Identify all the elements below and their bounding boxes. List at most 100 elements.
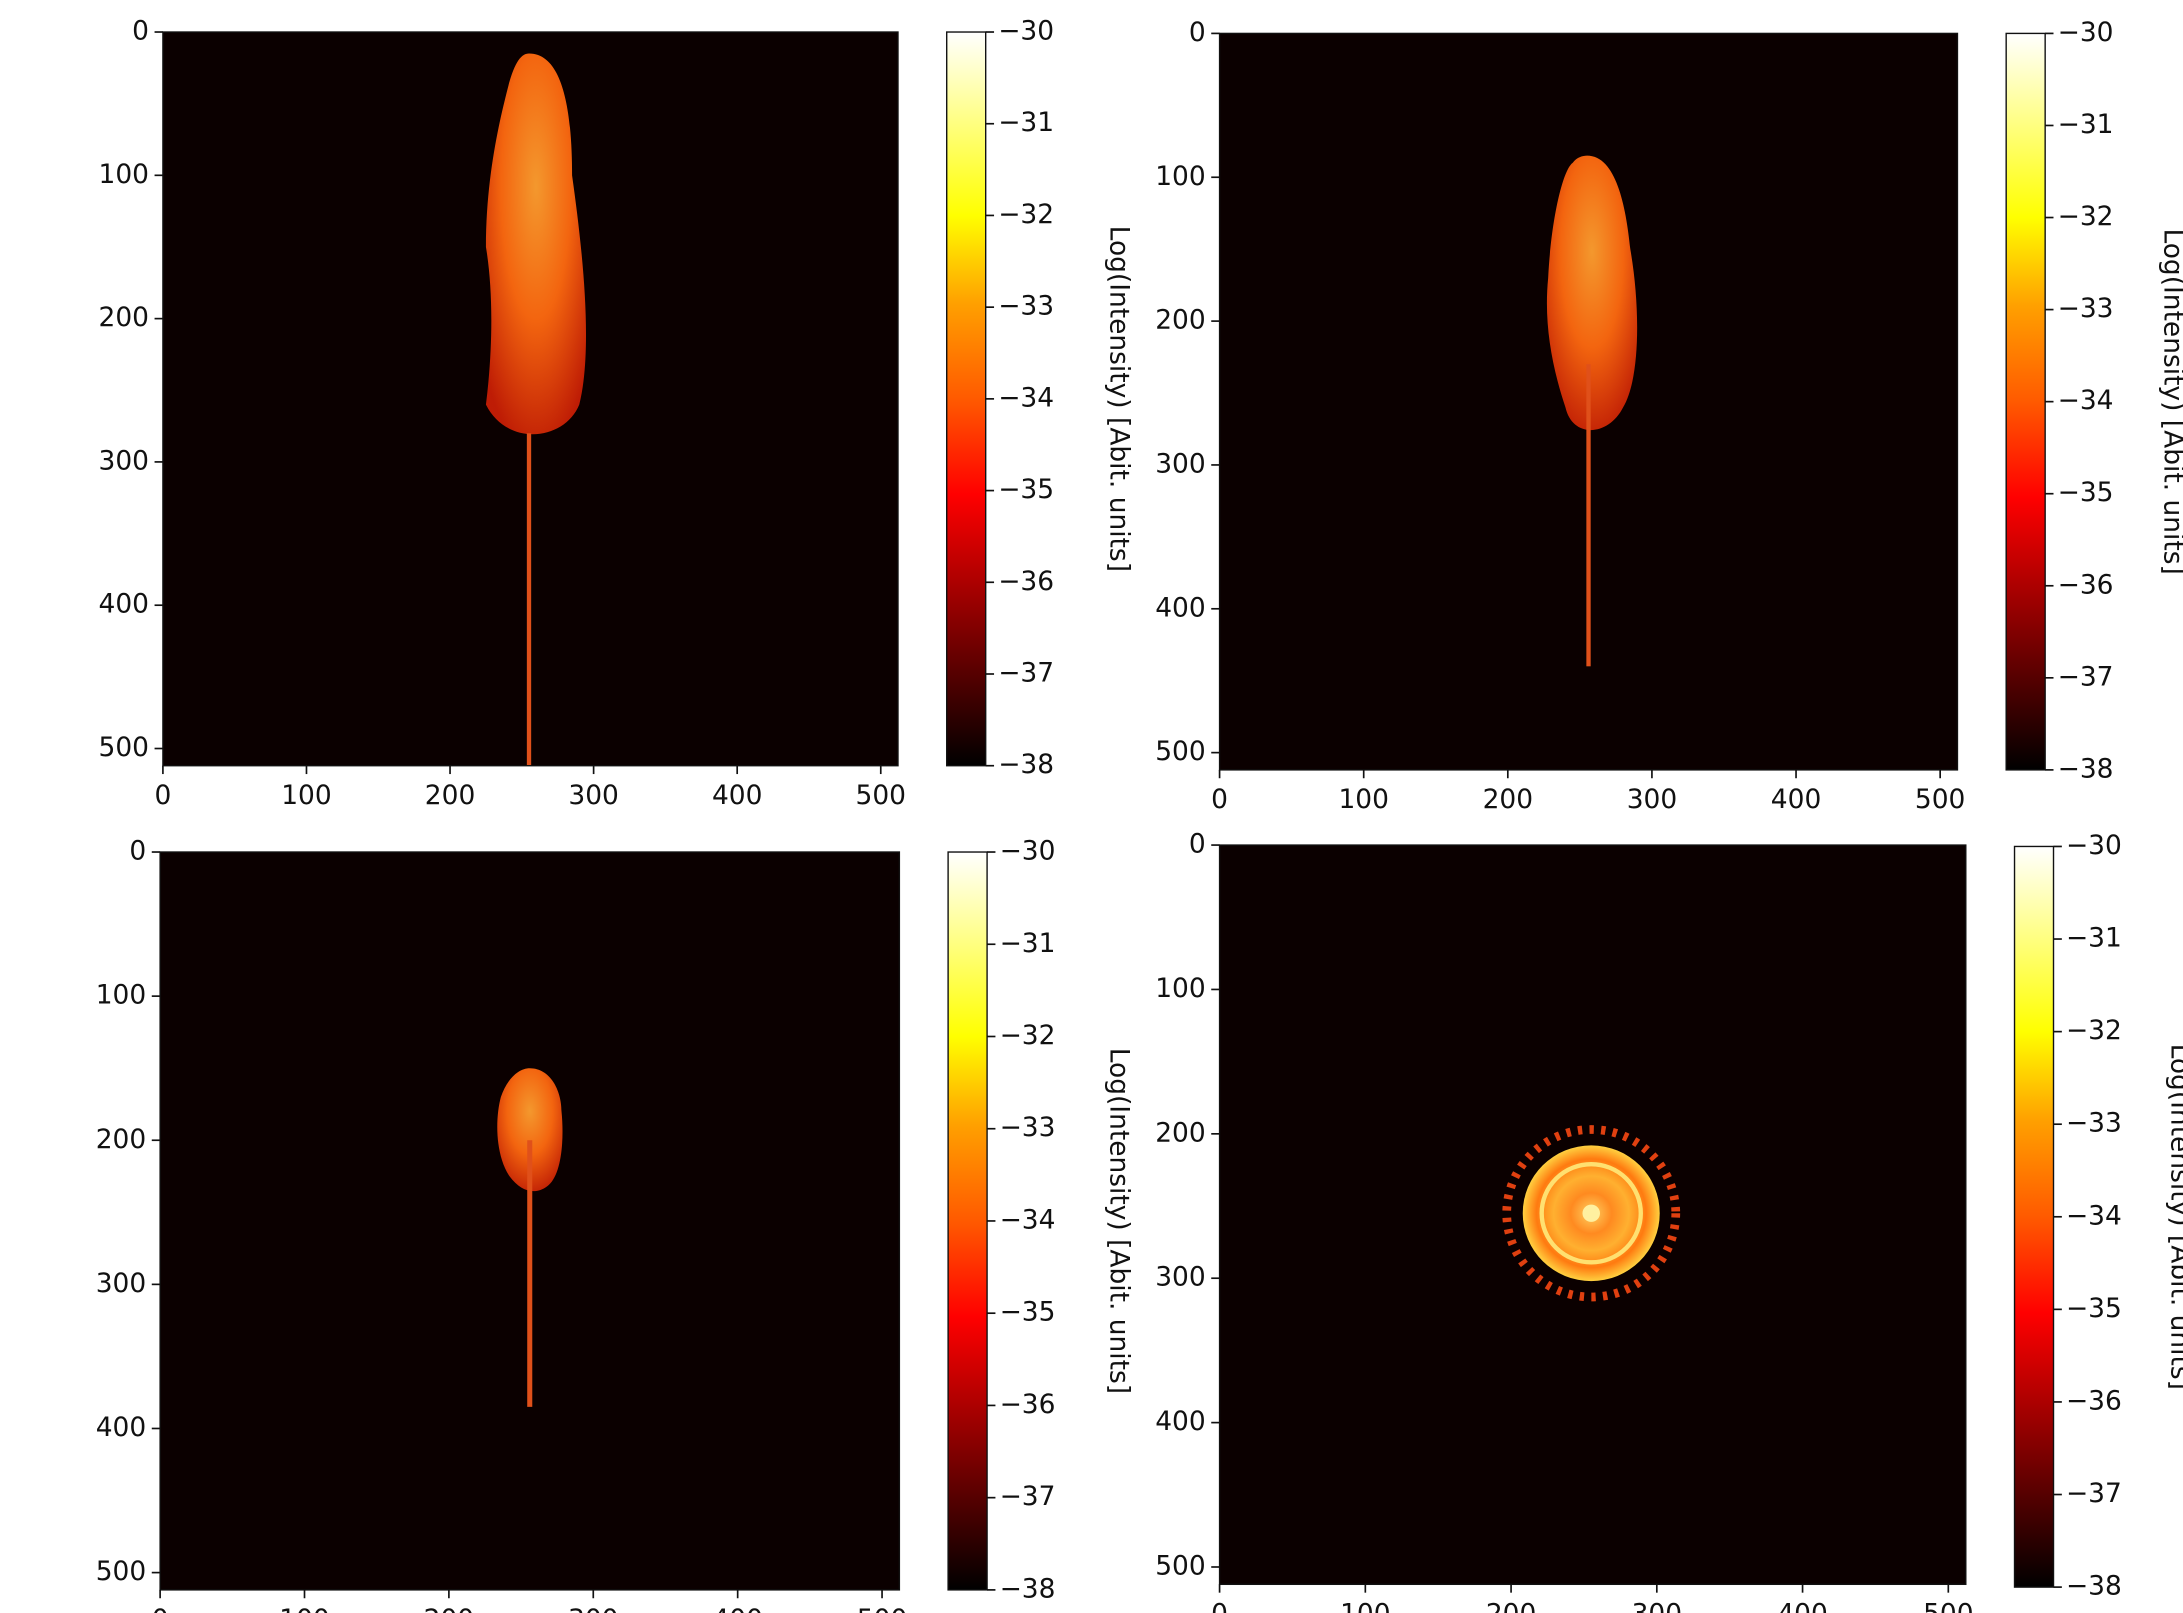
- colorbar-tick-label: −38: [998, 749, 1054, 780]
- image-content: [497, 1068, 563, 1407]
- colorbar-tick-label: −37: [2066, 1478, 2122, 1509]
- y-tick-label: 500: [99, 732, 149, 763]
- x-tick-label: 200: [424, 1604, 474, 1613]
- y-tick-label: 100: [1155, 973, 1205, 1004]
- x-tick-label: 500: [1923, 1598, 1973, 1613]
- colorbar-tick-label: −30: [2066, 830, 2122, 861]
- colorbar-tick-label: −32: [2058, 201, 2114, 232]
- x-tick-label: 100: [1338, 784, 1388, 815]
- y-tick-label: 200: [99, 302, 149, 333]
- colorbar-tick-label: −33: [1000, 1112, 1056, 1143]
- colorbar-tick-label: −34: [998, 382, 1054, 413]
- x-tick-label: 0: [1211, 1598, 1228, 1613]
- y-tick-label: 300: [99, 445, 149, 476]
- x-tick-label: 400: [712, 1604, 762, 1613]
- colorbar-tick-label: −31: [1000, 928, 1056, 959]
- x-tick-label: 200: [1483, 784, 1533, 815]
- x-tick-label: 200: [425, 780, 475, 811]
- core: [1582, 1204, 1600, 1222]
- y-tick-label: 0: [129, 836, 146, 867]
- y-tick-label: 0: [1189, 17, 1206, 48]
- y-tick-label: 200: [96, 1124, 146, 1155]
- colorbar-tick-label: −37: [998, 657, 1054, 688]
- colorbar-tick-label: −31: [2058, 109, 2114, 140]
- y-tick-label: 300: [1155, 448, 1205, 479]
- plume: [497, 1068, 563, 1192]
- x-tick-label: 400: [712, 780, 762, 811]
- colorbar-tick-label: −32: [1000, 1020, 1056, 1051]
- colorbar: [2013, 845, 2055, 1588]
- x-tick-label: 300: [1632, 1598, 1682, 1613]
- colorbar-tick-label: −36: [2058, 569, 2114, 600]
- x-tick-label: 300: [568, 1604, 618, 1613]
- y-tick-label: 100: [96, 980, 146, 1011]
- x-tick-label: 100: [1340, 1598, 1390, 1613]
- colorbar-label: Log(Intensity) [Abit. units]: [1103, 226, 1134, 572]
- colorbar-tick-label: −38: [2058, 753, 2114, 784]
- y-tick-label: 400: [96, 1412, 146, 1443]
- colorbar-label: Log(Intensity) [Abit. units]: [2164, 1044, 2183, 1390]
- y-tick-label: 0: [132, 16, 149, 47]
- colorbar-tick-label: −33: [2066, 1108, 2122, 1139]
- frame: [1218, 32, 1959, 771]
- image-content: [485, 53, 587, 766]
- image-content: [1546, 155, 1638, 667]
- colorbar-tick-label: −35: [998, 474, 1054, 505]
- y-tick-label: 400: [1155, 592, 1205, 623]
- colorbar-tick-label: −36: [1000, 1389, 1056, 1420]
- colorbar-tick-label: −34: [1000, 1204, 1056, 1235]
- x-tick-label: 200: [1486, 1598, 1536, 1613]
- colorbar: [947, 851, 988, 1591]
- x-tick-label: 0: [154, 780, 171, 811]
- y-tick-label: 300: [1155, 1262, 1205, 1293]
- x-tick-label: 300: [1627, 784, 1677, 815]
- colorbar-tick-label: −37: [1000, 1481, 1056, 1512]
- y-tick-label: 0: [1189, 829, 1206, 860]
- y-tick-label: 500: [96, 1556, 146, 1587]
- x-tick-label: 500: [856, 780, 906, 811]
- x-tick-label: 400: [1777, 1598, 1827, 1613]
- colorbar-label: Log(Intensity) [Abit. units]: [2157, 228, 2183, 574]
- colorbar-tick-label: −33: [2058, 293, 2114, 324]
- y-tick-label: 400: [99, 589, 149, 620]
- jet: [527, 1140, 533, 1407]
- frame: [159, 851, 901, 1591]
- colorbar-tick-label: −33: [998, 291, 1054, 322]
- colorbar-tick-label: −32: [998, 199, 1054, 230]
- y-tick-label: 500: [1155, 1550, 1205, 1581]
- colorbar-tick-label: −35: [1000, 1297, 1056, 1328]
- plume: [485, 53, 587, 435]
- colorbar-tick-label: −36: [998, 566, 1054, 597]
- ring-line: [1539, 1161, 1643, 1265]
- colorbar-tick-label: −38: [1000, 1573, 1056, 1604]
- colorbar-tick-label: −35: [2058, 477, 2114, 508]
- x-tick-label: 0: [152, 1604, 169, 1613]
- plume: [1546, 155, 1638, 431]
- x-tick-label: 500: [857, 1604, 907, 1613]
- colorbar-tick-label: −30: [998, 16, 1054, 47]
- colorbar: [2005, 32, 2046, 771]
- y-tick-label: 100: [99, 159, 149, 190]
- colorbar-tick-label: −30: [1000, 836, 1056, 867]
- frame: [162, 31, 899, 767]
- x-tick-label: 0: [1211, 784, 1228, 815]
- colorbar-tick-label: −38: [2066, 1571, 2122, 1602]
- x-tick-label: 300: [568, 780, 618, 811]
- colorbar-tick-label: −37: [2058, 661, 2114, 692]
- colorbar-label: Log(Intensity) [Abit. units]: [1103, 1048, 1134, 1394]
- colorbar-tick-label: −31: [2066, 923, 2122, 954]
- y-tick-label: 100: [1155, 161, 1205, 192]
- colorbar: [946, 31, 987, 767]
- colorbar-tick-label: −32: [2066, 1015, 2122, 1046]
- colorbar-tick-label: −31: [998, 107, 1054, 138]
- y-tick-label: 200: [1155, 1117, 1205, 1148]
- y-tick-label: 300: [96, 1268, 146, 1299]
- frame: [1218, 844, 1967, 1586]
- colorbar-tick-label: −34: [2058, 385, 2114, 416]
- colorbar-tick-label: −34: [2066, 1200, 2122, 1231]
- x-tick-label: 500: [1915, 784, 1965, 815]
- colorbar-tick-label: −36: [2066, 1385, 2122, 1416]
- jet: [526, 433, 532, 766]
